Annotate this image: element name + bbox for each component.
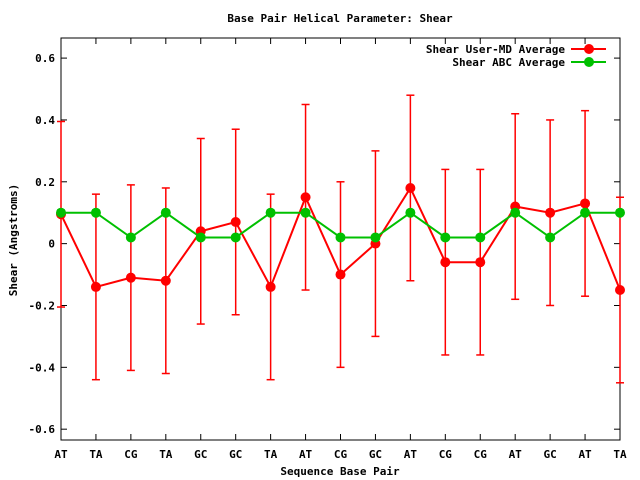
legend-marker [584, 44, 594, 54]
x-tick-label: GC [194, 448, 207, 461]
data-point [580, 207, 591, 218]
y-tick-label: -0.6 [29, 423, 56, 436]
x-tick-label: AT [509, 448, 523, 461]
data-point [335, 232, 346, 243]
data-point [545, 207, 556, 218]
data-point [580, 198, 591, 209]
data-point [300, 192, 311, 203]
data-point [230, 216, 241, 227]
x-tick-label: GC [369, 448, 382, 461]
x-tick-label: CG [124, 448, 138, 461]
y-tick-label: 0.6 [35, 52, 55, 65]
legend-marker [584, 57, 594, 67]
data-point [160, 207, 171, 218]
x-tick-label: GC [544, 448, 557, 461]
data-point [615, 285, 625, 296]
data-point [90, 207, 101, 218]
y-tick-label: -0.4 [29, 361, 56, 374]
data-point [335, 269, 346, 280]
data-point [475, 257, 486, 268]
y-tick-label: 0 [48, 238, 55, 251]
data-point [230, 232, 241, 243]
data-point [545, 232, 556, 243]
data-point [195, 232, 206, 243]
data-point [475, 232, 486, 243]
data-point [440, 257, 451, 268]
data-point [56, 207, 66, 218]
data-point [90, 281, 101, 292]
series-2 [56, 207, 625, 243]
x-tick-label: AT [54, 448, 68, 461]
x-tick-label: AT [299, 448, 313, 461]
data-point [265, 207, 276, 218]
data-point [615, 207, 625, 218]
x-tick-label: GC [229, 448, 242, 461]
data-point [125, 232, 136, 243]
data-point [125, 272, 136, 283]
y-tick-label: 0.2 [35, 176, 55, 189]
x-tick-label: TA [264, 448, 278, 461]
x-tick-label: TA [613, 448, 627, 461]
chart-title: Base Pair Helical Parameter: Shear [227, 12, 453, 25]
y-tick-label: 0.4 [35, 114, 55, 127]
x-tick-label: AT [404, 448, 418, 461]
data-point [160, 275, 171, 286]
data-point [510, 207, 521, 218]
legend-label: Shear User-MD Average [426, 43, 565, 56]
y-axis-label: Shear (Angstroms) [7, 184, 20, 297]
data-point [405, 182, 416, 193]
x-tick-label: AT [578, 448, 592, 461]
data-point [265, 281, 276, 292]
y-axis-ticks: -0.6 -0.4 -0.2 0 0.2 0.4 0.6 [29, 52, 620, 436]
data-point [370, 232, 381, 243]
data-point [440, 232, 451, 243]
legend-label: Shear ABC Average [452, 56, 565, 69]
x-axis-label: Sequence Base Pair [280, 465, 400, 478]
y-tick-label: -0.2 [29, 299, 56, 312]
x-axis-ticks: AT TA CG TA GC GC TA AT CG GC AT CG CG AT GC AT TA [54, 38, 627, 461]
series-layer [56, 94, 625, 384]
x-tick-label: CG [334, 448, 348, 461]
x-tick-label: TA [159, 448, 173, 461]
x-tick-label: TA [89, 448, 103, 461]
x-tick-label: CG [439, 448, 453, 461]
data-point [300, 207, 311, 218]
data-point [405, 207, 416, 218]
x-tick-label: CG [474, 448, 488, 461]
